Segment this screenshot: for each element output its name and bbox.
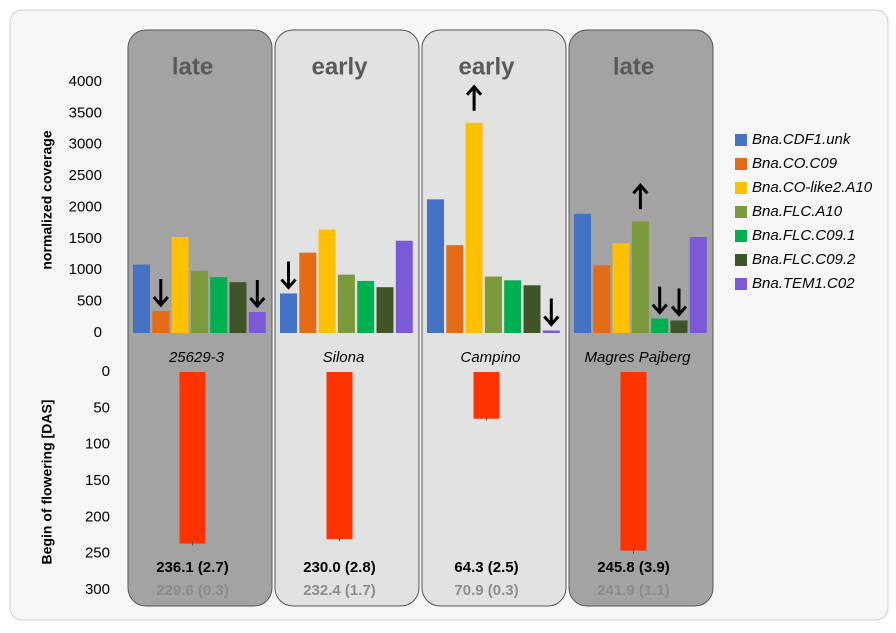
legend-swatch <box>735 134 747 146</box>
arrow <box>280 261 297 290</box>
y-axis-title: Begin of flowering [DAS] <box>39 400 55 565</box>
value-label: 241.9 (1.1) <box>597 582 670 599</box>
arrow <box>670 288 688 317</box>
bar <box>395 240 413 333</box>
arrow <box>465 84 483 111</box>
arrow <box>543 298 560 327</box>
legend-label: Bna.CO.C09 <box>752 155 838 172</box>
y-tick-label: 1000 <box>69 261 102 278</box>
bar <box>229 282 247 333</box>
value-label: 236.1 (2.7) <box>156 559 229 576</box>
y-tick-label: 0 <box>94 324 102 341</box>
bar <box>376 287 394 333</box>
y-tick-label: 0 <box>102 363 110 380</box>
y-tick-label: 4000 <box>69 73 102 90</box>
y-tick-label: 2000 <box>69 198 102 215</box>
arrow <box>632 183 649 210</box>
y-tick-label: 250 <box>85 545 110 562</box>
legend-label: Bna.TEM1.C02 <box>752 275 855 292</box>
legend-swatch <box>735 158 747 170</box>
bar <box>299 252 317 333</box>
y-axis-title: normalized coverage <box>39 130 55 269</box>
legend-label: Bna.CDF1.unk <box>752 131 852 148</box>
x-tick-label: 25629-3 <box>168 349 225 366</box>
bar <box>210 277 228 333</box>
group-label: early <box>458 53 515 80</box>
bar <box>326 372 353 540</box>
bar <box>504 280 522 333</box>
y-tick-label: 3500 <box>69 104 102 121</box>
x-tick-label: Silona <box>323 349 365 366</box>
legend-swatch <box>735 254 747 266</box>
bar <box>523 285 541 333</box>
y-tick-label: 500 <box>77 293 102 310</box>
bar <box>631 221 649 333</box>
legend-swatch <box>735 278 747 290</box>
y-tick-label: 2500 <box>69 167 102 184</box>
legend-label: Bna.CO-like2.A10 <box>752 179 873 196</box>
value-label: 245.8 (3.9) <box>597 559 670 576</box>
arrow <box>152 279 169 308</box>
arrow <box>249 279 266 309</box>
bar <box>357 280 375 333</box>
legend-swatch <box>735 230 747 242</box>
bar <box>133 264 150 333</box>
bar <box>651 318 669 333</box>
bar <box>689 236 707 333</box>
y-tick-label: 300 <box>85 581 110 598</box>
y-tick-label: 3000 <box>69 136 102 153</box>
y-tick-label: 200 <box>85 508 110 525</box>
bar <box>337 274 355 333</box>
value-label: 230.0 (2.8) <box>303 559 376 576</box>
y-tick-label: 150 <box>85 472 110 489</box>
bar <box>280 293 297 333</box>
legend-label: Bna.FLC.C09.2 <box>752 251 856 268</box>
value-label: 232.4 (1.7) <box>303 582 376 599</box>
legend-swatch <box>735 206 747 218</box>
group-label: early <box>311 53 368 80</box>
bar <box>473 372 500 419</box>
arrow <box>651 286 668 315</box>
bar <box>574 213 591 333</box>
value-label: 64.3 (2.5) <box>454 559 518 576</box>
y-tick-label: 50 <box>93 399 110 416</box>
legend-label: Bna.FLC.A10 <box>752 203 843 220</box>
bar <box>620 372 647 551</box>
value-label: 229.6 (0.3) <box>156 582 229 599</box>
group-label: late <box>172 53 213 80</box>
bar <box>670 320 688 333</box>
legend-label: Bna.FLC.C09.1 <box>752 227 855 244</box>
bar <box>542 330 560 333</box>
bar <box>465 122 483 333</box>
bar <box>612 243 630 333</box>
bar <box>152 311 170 333</box>
legend-swatch <box>735 182 747 194</box>
bar <box>484 276 502 333</box>
value-label: 70.9 (0.3) <box>454 582 518 599</box>
bar <box>179 372 206 544</box>
y-tick-label: 100 <box>85 436 110 453</box>
bar <box>318 229 336 333</box>
x-tick-label: Magres Pajberg <box>585 349 692 366</box>
bar <box>171 236 189 333</box>
y-tick-label: 1500 <box>69 230 102 247</box>
bar <box>446 245 464 333</box>
bar <box>248 311 266 333</box>
bar <box>593 265 611 333</box>
x-tick-label: Campino <box>460 349 520 366</box>
group-label: late <box>613 53 654 80</box>
bar <box>190 270 208 333</box>
bar <box>427 199 444 333</box>
